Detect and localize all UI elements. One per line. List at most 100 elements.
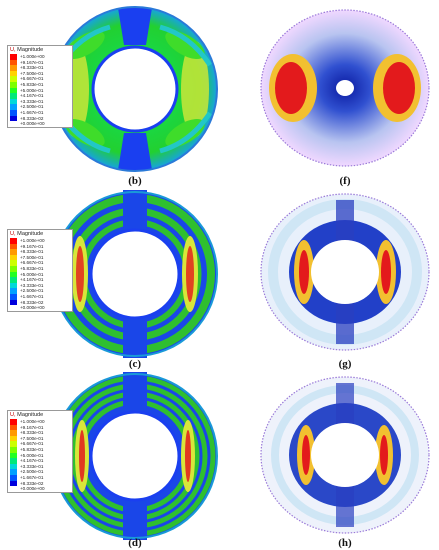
legend-row: +2.500e-01 — [8, 288, 72, 294]
legend-row: +2.500e-01 — [8, 104, 72, 110]
caption-f: (f) — [339, 175, 351, 187]
legend-row: +9.167e-01 — [8, 243, 72, 250]
legend-level-label: +2.500e-01 — [20, 469, 44, 475]
legend-title-prefix: U, — [10, 47, 16, 53]
legend-level-label: +4.167e-01 — [20, 93, 44, 99]
legend-swatch — [10, 93, 17, 99]
legend-level-label: +2.500e-01 — [20, 288, 44, 294]
legend-level-label: +1.667e-01 — [20, 293, 44, 299]
legend-level-label: +6.667e-01 — [20, 76, 44, 82]
legend-title-text: Magnitude — [17, 231, 44, 237]
legend-swatch — [10, 81, 17, 88]
legend-row: +3.333e-01 — [8, 282, 72, 289]
legend-swatch — [10, 474, 17, 481]
legend-level-label: +3.333e-01 — [20, 282, 44, 288]
legend-row: +1.000e+00 — [8, 238, 72, 244]
legend-row: +6.667e-01 — [8, 76, 72, 82]
legend-row: +7.500e-01 — [8, 70, 72, 77]
legend-swatch — [10, 458, 17, 464]
legend-swatch — [10, 435, 17, 442]
legend-level-label: +9.167e-01 — [20, 424, 44, 430]
caption-c: (c) — [128, 358, 142, 370]
panel-g-mode — [258, 192, 433, 352]
legend-row: +8.333e-01 — [8, 249, 72, 255]
legend-row: +7.500e-01 — [8, 254, 72, 261]
legend-swatch — [10, 419, 17, 425]
legend-level-label: +5.833e-01 — [20, 81, 44, 87]
legend-row: +1.667e-01 — [8, 109, 72, 116]
legend-row: +8.333e-02 — [8, 480, 72, 487]
legend-level-label: +5.000e-01 — [20, 452, 44, 458]
legend-title: U, Magnitude — [8, 411, 72, 419]
legend-swatch — [10, 238, 17, 244]
legend-row: +0.000e+00 — [8, 121, 72, 127]
legend-row: +7.500e-01 — [8, 435, 72, 442]
panel-d-contour — [40, 372, 230, 540]
legend-swatch — [10, 104, 17, 110]
legend-rows: +1.000e+00 +9.167e-01 +8.333e-01 +7.500e-01… — [8, 419, 72, 492]
legend-title-text: Magnitude — [17, 47, 44, 53]
legend-swatch — [10, 441, 17, 447]
legend-level-label: +1.667e-01 — [20, 109, 44, 115]
legend-level-label: +3.333e-01 — [20, 463, 44, 469]
legend-row: +9.167e-01 — [8, 424, 72, 431]
legend-level-label: +8.333e-01 — [20, 430, 44, 436]
legend-level-label: +6.667e-01 — [20, 260, 44, 266]
legend-rows: +1.000e+00 +9.167e-01 +8.333e-01 +7.500e-01… — [8, 238, 72, 311]
legend-row: +2.500e-01 — [8, 469, 72, 475]
legend-d: U, Magnitude +1.000e+00 +9.167e-01 +8.333e… — [7, 410, 73, 493]
legend-swatch — [10, 260, 17, 266]
legend-row: +8.333e-01 — [8, 430, 72, 436]
legend-row: +0.000e+00 — [8, 486, 72, 492]
legend-swatch — [10, 480, 17, 487]
legend-swatch — [10, 424, 17, 431]
legend-level-label: +2.500e-01 — [20, 104, 44, 110]
legend-level-label: +1.000e+00 — [20, 238, 45, 243]
legend-row: +5.000e-01 — [8, 87, 72, 94]
caption-d: (d) — [128, 537, 142, 549]
legend-title-text: Magnitude — [17, 412, 44, 418]
legend-row: +5.000e-01 — [8, 271, 72, 278]
legend-level-label: +4.167e-01 — [20, 458, 44, 464]
legend-swatch — [10, 121, 17, 127]
legend-row: +6.667e-01 — [8, 260, 72, 266]
panel-h-mode — [258, 375, 433, 535]
legend-level-label: +7.500e-01 — [20, 70, 44, 76]
legend-level-label: +5.000e-01 — [20, 271, 44, 277]
legend-swatch — [10, 76, 17, 82]
legend-swatch — [10, 87, 17, 94]
legend-row: +4.167e-01 — [8, 458, 72, 464]
legend-swatch — [10, 282, 17, 289]
legend-swatch — [10, 293, 17, 300]
legend-row: +5.833e-01 — [8, 446, 72, 453]
legend-level-label: +5.833e-01 — [20, 446, 44, 452]
legend-row: +8.333e-02 — [8, 115, 72, 122]
legend-c: U, Magnitude +1.000e+00 +9.167e-01 +8.333e… — [7, 229, 73, 312]
legend-swatch — [10, 254, 17, 261]
legend-swatch — [10, 430, 17, 436]
legend-swatch — [10, 249, 17, 255]
legend-level-label: +1.667e-01 — [20, 474, 44, 480]
legend-title: U, Magnitude — [8, 230, 72, 238]
legend-row: +1.000e+00 — [8, 419, 72, 425]
legend-level-label: +0.000e+00 — [20, 486, 45, 492]
legend-row: +1.000e+00 — [8, 54, 72, 60]
legend-level-label: +7.500e-01 — [20, 254, 44, 260]
legend-b: U, Magnitude +1.000e+00 +9.167e-01 +8.333e… — [7, 45, 73, 128]
legend-swatch — [10, 486, 17, 492]
legend-swatch — [10, 288, 17, 294]
legend-row: +1.667e-01 — [8, 474, 72, 481]
legend-level-label: +8.333e-02 — [20, 480, 44, 486]
legend-row: +3.333e-01 — [8, 463, 72, 470]
legend-swatch — [10, 70, 17, 77]
legend-row: +4.167e-01 — [8, 93, 72, 99]
legend-swatch — [10, 265, 17, 272]
legend-row: +8.333e-01 — [8, 65, 72, 71]
legend-swatch — [10, 469, 17, 475]
legend-level-label: +0.000e+00 — [20, 121, 45, 127]
panel-c-contour — [40, 190, 230, 358]
legend-swatch — [10, 109, 17, 116]
legend-row: +5.833e-01 — [8, 265, 72, 272]
legend-swatch — [10, 243, 17, 250]
legend-level-label: +0.000e+00 — [20, 305, 45, 311]
